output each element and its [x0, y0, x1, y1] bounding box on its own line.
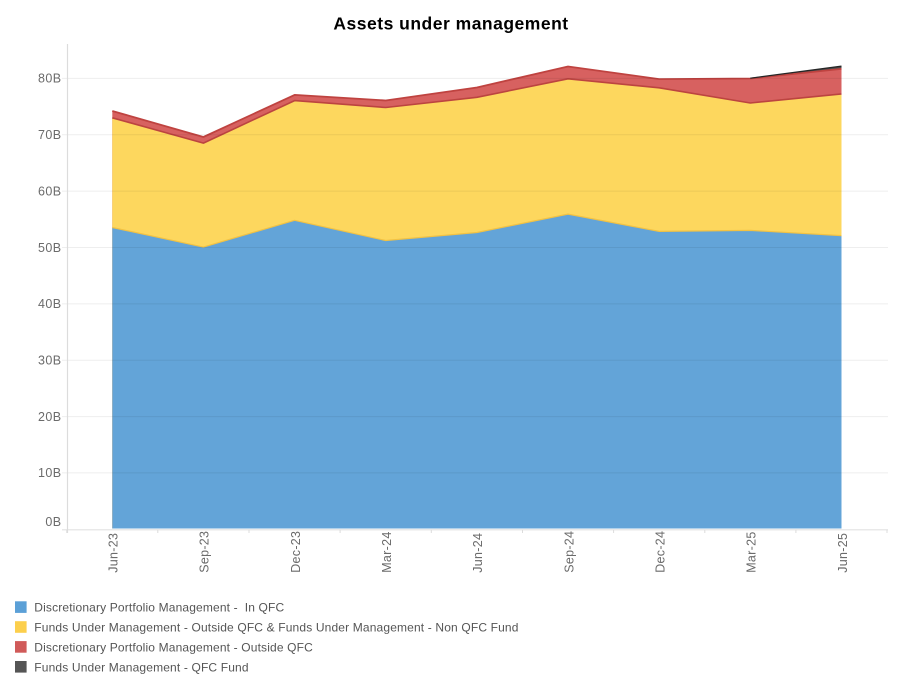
svg-text:50B: 50B — [38, 241, 61, 255]
svg-text:Dec-23: Dec-23 — [289, 531, 303, 573]
svg-text:Discretionary Portfolio Manage: Discretionary Portfolio Management - In … — [34, 601, 284, 615]
svg-text:80B: 80B — [38, 72, 61, 86]
svg-text:Mar-25: Mar-25 — [745, 531, 759, 572]
svg-text:Funds Under Management - QFC F: Funds Under Management - QFC Fund — [34, 660, 248, 674]
svg-text:Jun-25: Jun-25 — [836, 533, 850, 573]
svg-text:60B: 60B — [38, 184, 61, 198]
svg-text:10B: 10B — [38, 466, 61, 480]
svg-text:Jun-23: Jun-23 — [107, 533, 121, 573]
svg-text:Sep-23: Sep-23 — [198, 531, 212, 573]
svg-text:Dec-24: Dec-24 — [654, 531, 668, 573]
svg-text:Jun-24: Jun-24 — [471, 533, 485, 573]
svg-text:0B: 0B — [45, 515, 61, 529]
svg-text:70B: 70B — [38, 128, 61, 142]
svg-text:40B: 40B — [38, 297, 61, 311]
svg-text:Discretionary Portfolio Manage: Discretionary Portfolio Management - Out… — [34, 640, 313, 654]
svg-text:Assets under management: Assets under management — [333, 14, 568, 34]
svg-text:20B: 20B — [38, 410, 61, 424]
svg-text:30B: 30B — [38, 354, 61, 368]
svg-text:Funds Under Management - Outsi: Funds Under Management - Outside QFC & F… — [34, 621, 518, 635]
svg-text:Sep-24: Sep-24 — [562, 531, 576, 573]
svg-text:Mar-24: Mar-24 — [380, 531, 394, 572]
